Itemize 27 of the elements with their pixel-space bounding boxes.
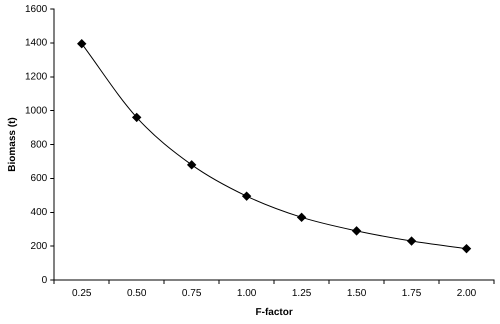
y-tick-label: 1200: [24, 72, 48, 82]
point: [407, 236, 416, 246]
y-tick-label: 200: [30, 240, 48, 252]
y-tick-label: 1600: [24, 4, 48, 15]
y-axis-title: Biomass (t): [6, 117, 18, 172]
point: [132, 112, 142, 122]
x-axis-title: F-factor: [256, 306, 293, 318]
point: [242, 192, 252, 201]
x-tick-label: 1.50: [346, 288, 367, 299]
point: [187, 160, 196, 170]
point: [462, 244, 472, 254]
y-tick-label: 400: [30, 207, 48, 218]
x-tick-label: 0.50: [126, 288, 147, 299]
point: [297, 212, 306, 222]
x-tick-label: 0.25: [72, 288, 92, 299]
x-tick-label: 1.25: [292, 288, 312, 299]
x-tick-label: 0.75: [182, 288, 202, 299]
y-tick-label: 1000: [24, 105, 48, 116]
y-tick-label: 1400: [24, 38, 48, 49]
point: [352, 226, 362, 236]
y-tick-label: 800: [30, 139, 48, 150]
y-tick-label: 600: [30, 173, 48, 184]
y-tick-label: 0: [42, 274, 48, 286]
x-tick-label: 1.00: [236, 288, 257, 299]
x-tick-label: 2.00: [456, 288, 477, 299]
x-tick-label: 1.75: [402, 288, 422, 299]
point: [77, 39, 86, 48]
